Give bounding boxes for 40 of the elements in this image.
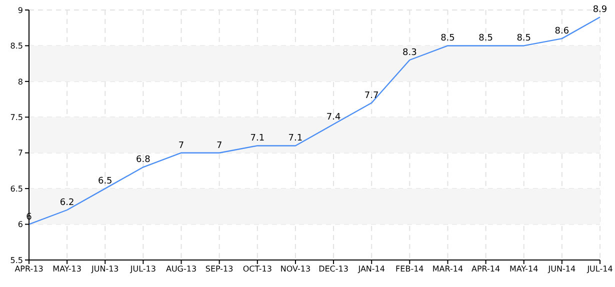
data-label: 6.5 [98, 176, 112, 187]
data-label: 7 [178, 140, 184, 151]
x-tick-label: APR-13 [14, 264, 44, 274]
y-tick-label: 7 [18, 148, 23, 158]
x-tick-label: FEB-14 [396, 264, 424, 274]
x-tick-label: AUG-13 [166, 264, 197, 274]
y-tick-label: 7.5 [10, 112, 23, 122]
x-tick-label: JUL-14 [586, 264, 613, 274]
data-label: 7.7 [364, 90, 379, 101]
y-tick-label: 8 [18, 77, 23, 86]
x-tick-label: SEP-13 [205, 264, 234, 274]
x-tick-label: NOV-13 [280, 264, 311, 274]
data-label: 7.1 [288, 134, 303, 144]
x-tick-label: JUL-13 [129, 264, 156, 274]
x-tick-label: MAY-14 [509, 264, 538, 274]
data-label: 6.8 [136, 155, 151, 166]
x-tick-label: OCT-13 [242, 264, 272, 274]
y-tick-label: 5.5 [10, 256, 23, 265]
x-tick-label: JAN-14 [357, 264, 385, 274]
data-label: 7.4 [326, 112, 341, 122]
y-tick-label: 9 [18, 6, 23, 15]
x-tick-label: JUN-14 [547, 264, 576, 274]
data-label: 8.6 [554, 26, 570, 37]
data-label: 8.3 [402, 48, 417, 58]
data-label: 7 [216, 140, 222, 151]
y-tick-label: 8.5 [10, 42, 23, 51]
x-tick-label: MAY-13 [52, 264, 82, 274]
data-label: 6.2 [60, 198, 74, 208]
data-label: 8.5 [516, 34, 532, 44]
x-tick-label: MAR-14 [432, 264, 464, 274]
data-label: 7.1 [250, 134, 265, 144]
line-series [28, 16, 601, 225]
x-tick-label: APR-14 [471, 264, 500, 274]
y-tick-label: 6 [18, 220, 23, 230]
x-tick-label: DEC-13 [318, 264, 348, 274]
data-label: 8.5 [478, 34, 493, 44]
y-tick-label: 6.5 [10, 184, 23, 194]
data-label: 8.9 [592, 5, 608, 16]
data-label: 8.5 [440, 34, 455, 44]
x-tick-label: JUN-13 [90, 264, 119, 274]
